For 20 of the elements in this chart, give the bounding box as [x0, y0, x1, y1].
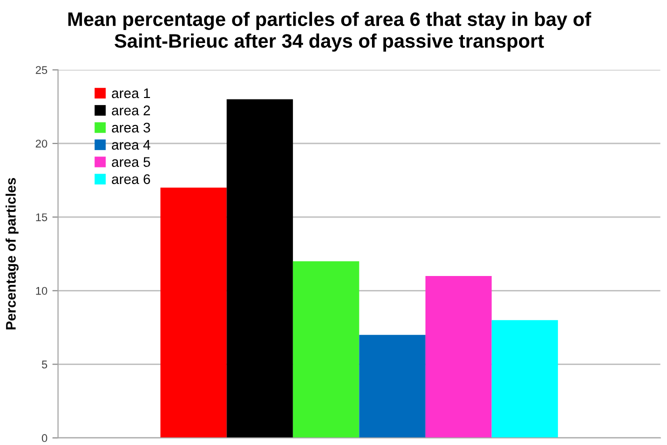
legend-label: area 6	[112, 174, 150, 184]
bar	[425, 276, 492, 438]
bar	[160, 188, 227, 438]
y-tick-label: 15	[36, 213, 48, 222]
legend-label: area 4	[112, 140, 150, 150]
chart-title: Mean percentage of particles of area 6 that stay in bay of Saint-Brieuc after 34 days of passive transport	[68, 12, 592, 52]
y-axis-title: Percentage of particles	[6, 178, 19, 330]
legend-label: area 5	[112, 157, 150, 167]
bar	[359, 334, 426, 438]
bar	[492, 320, 558, 438]
y-tick-label: 25	[36, 66, 48, 74]
legend-label: area 2	[112, 106, 150, 116]
bar	[292, 261, 360, 438]
legend-label: area 1	[112, 88, 150, 98]
y-tick-label: 5	[42, 360, 48, 368]
y-tick-label: 10	[36, 286, 48, 295]
legend-label: area 3	[112, 122, 150, 133]
bar	[226, 99, 293, 438]
y-tick-label: 20	[36, 140, 48, 148]
y-tick-label: 0	[42, 434, 48, 442]
